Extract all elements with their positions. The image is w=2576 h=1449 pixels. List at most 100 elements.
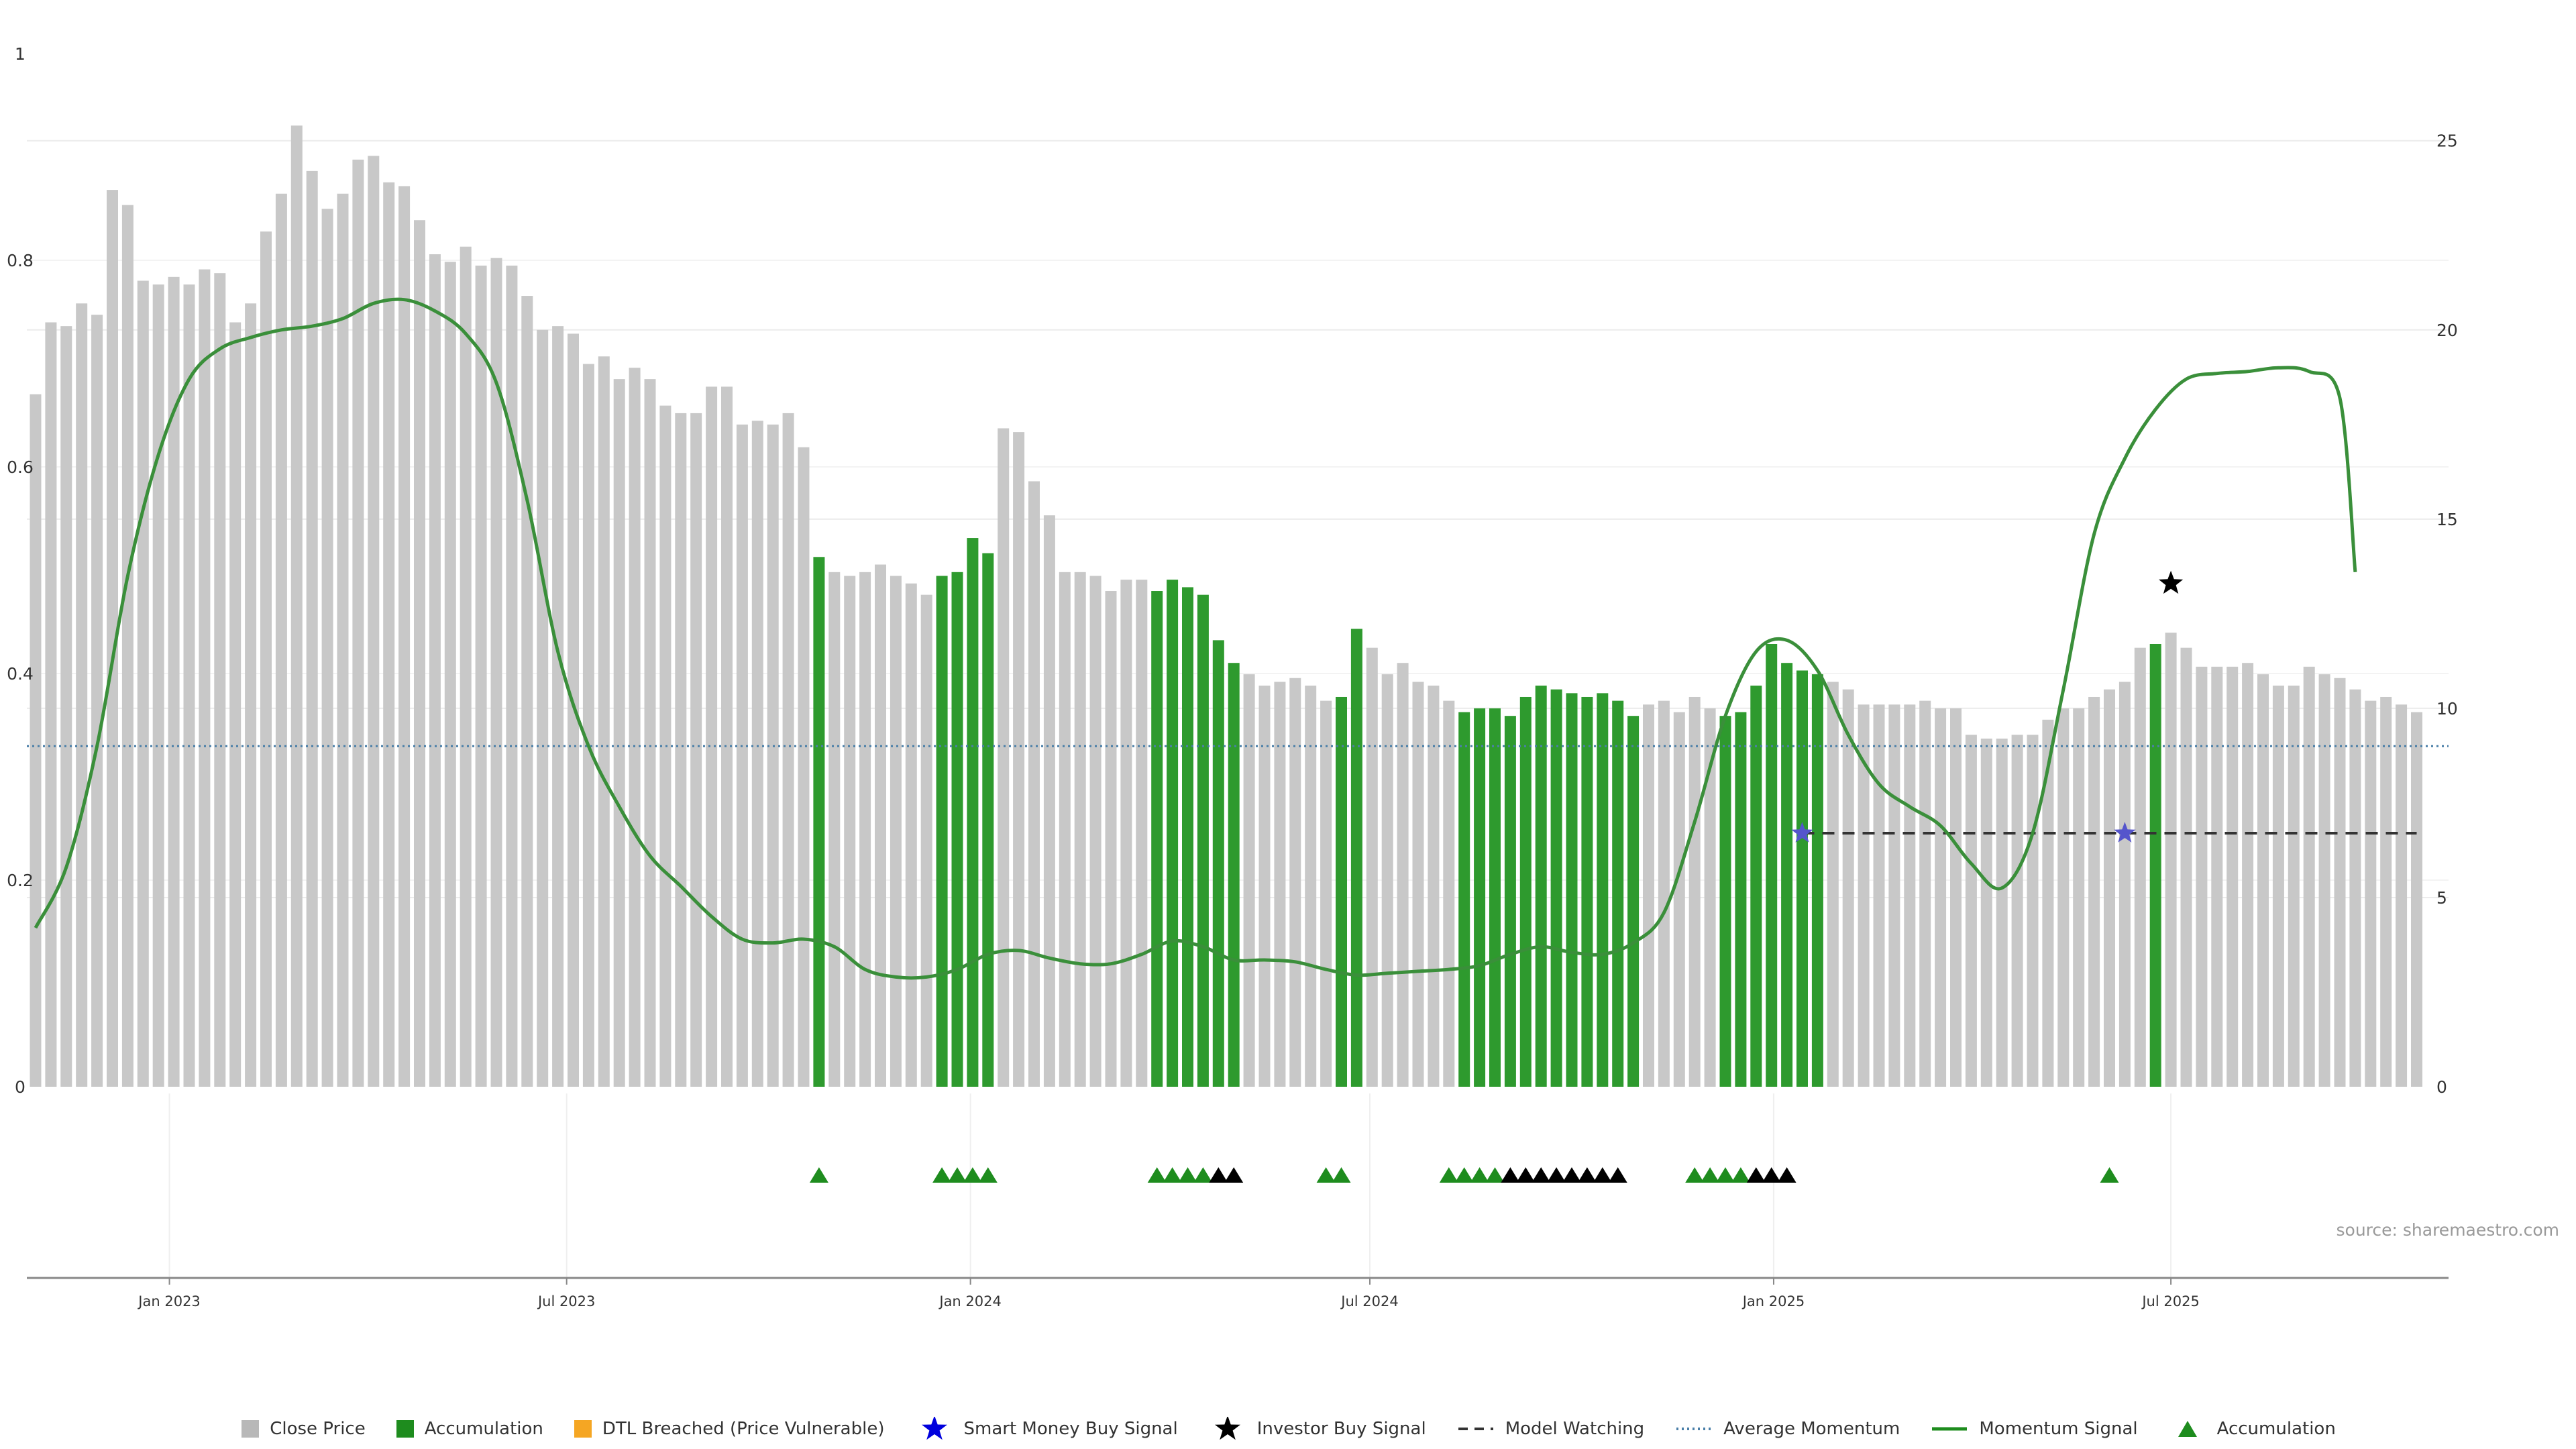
left-tick-label: 1 (15, 44, 25, 64)
close-price-bar (1950, 708, 1962, 1087)
close-price-bar (337, 193, 349, 1087)
right-tick-label: 15 (2436, 510, 2458, 529)
accumulation-triangle (1470, 1167, 1489, 1183)
triangle-legend-icon (2178, 1421, 2197, 1437)
legend-swatch (574, 1420, 592, 1438)
close-price-bar (306, 170, 318, 1087)
dot-legend-icon (1676, 1428, 1712, 1430)
line-legend-icon (1932, 1427, 1968, 1431)
accumulation-bar (1474, 708, 1486, 1087)
close-price-bar (644, 379, 656, 1087)
signal-triangle (1532, 1167, 1551, 1183)
close-price-bar (1858, 704, 1870, 1087)
signal-triangle (1547, 1167, 1566, 1183)
accumulation-triangles (809, 1167, 2119, 1183)
close-price-bar (1443, 700, 1455, 1087)
close-price-bar (1013, 432, 1025, 1087)
close-price-bar (1919, 700, 1931, 1087)
close-price-bar (352, 159, 364, 1087)
close-price-bar (675, 413, 687, 1087)
accumulation-triangle (809, 1167, 828, 1183)
close-price-bar (736, 424, 748, 1087)
close-price-bar (1028, 481, 1040, 1087)
momentum-lines (27, 297, 2449, 980)
accumulation-bar (1735, 712, 1747, 1087)
close-price-bar (429, 254, 441, 1087)
close-price-bar (168, 276, 180, 1087)
left-tick-label: 0.4 (7, 664, 34, 684)
close-price-bar (45, 322, 57, 1087)
close-price-bar (2042, 719, 2054, 1087)
close-price-bar (2226, 666, 2239, 1087)
signal-triangle (1746, 1167, 1766, 1183)
close-price-bar (414, 220, 425, 1087)
accumulation-bar (1550, 689, 1562, 1087)
accumulation-bar (1535, 686, 1547, 1087)
legend-item: Accumulation (2167, 1417, 2336, 1441)
signal-triangle (1608, 1167, 1627, 1183)
close-price-bar (398, 186, 411, 1087)
x-tick-label: Jul 2023 (537, 1293, 595, 1309)
close-price-bar (1043, 515, 1055, 1087)
accumulation-bar (936, 576, 948, 1087)
axes: Jan 2023 Jul 2023 Jan 2024 Jul 2024 Jan 2025… (7, 44, 2458, 1309)
close-price-bar (2118, 682, 2131, 1087)
chart: Jan 2023 Jul 2023 Jan 2024 Jul 2024 Jan 2025… (7, 44, 2560, 1309)
accumulation-bar (1612, 700, 1624, 1087)
close-price-bar (920, 594, 932, 1087)
close-price-bar (1996, 739, 2008, 1087)
close-price-bar (2365, 700, 2377, 1087)
close-price-bar (1658, 700, 1670, 1087)
left-tick-label: 0.6 (7, 458, 34, 477)
close-price-bar (2334, 678, 2346, 1087)
legend-star (921, 1417, 947, 1440)
legend-label: DTL Breached (Price Vulnerable) (602, 1419, 885, 1439)
right-tick-label: 20 (2436, 321, 2458, 340)
close-price-bar (383, 182, 395, 1087)
close-price-bar (321, 209, 333, 1087)
accumulation-triangle (1163, 1167, 1182, 1183)
close-price-bar (506, 265, 518, 1087)
accumulation-triangle (1454, 1167, 1474, 1183)
right-tick-label: 10 (2436, 699, 2458, 718)
close-price-bar (1643, 704, 1654, 1087)
legend-triangle (2178, 1421, 2197, 1437)
close-price-bar (1089, 576, 1102, 1087)
close-price-bar (537, 329, 549, 1087)
close-price-bar (859, 572, 871, 1087)
accumulation-bar (1504, 716, 1516, 1087)
close-price-bar (368, 156, 380, 1087)
close-price-bar (460, 246, 472, 1087)
square-legend-icon (574, 1420, 592, 1438)
signal-triangle (1516, 1167, 1536, 1183)
legend-label: Model Watching (1505, 1419, 1645, 1439)
source-label: source: sharemaestro.com (2337, 1220, 2560, 1240)
legend-item: Accumulation (395, 1417, 543, 1441)
accumulation-triangle (1332, 1167, 1351, 1183)
signal-triangle (1762, 1167, 1781, 1183)
accumulation-triangle (1147, 1167, 1167, 1183)
legend-label: Smart Money Buy Signal (963, 1419, 1178, 1439)
legend-star (1214, 1417, 1240, 1440)
close-price-bar (659, 405, 672, 1087)
accumulation-bar (1228, 663, 1240, 1087)
close-price-bar (2318, 674, 2330, 1087)
legend-swatch (396, 1420, 414, 1438)
accumulation-bar (1167, 580, 1179, 1087)
accumulation-bar (1719, 716, 1731, 1087)
close-price-bar (1059, 572, 1071, 1087)
legend-item: Model Watching (1456, 1417, 1644, 1441)
close-price-bar (1842, 689, 1854, 1087)
signal-triangle (1593, 1167, 1612, 1183)
close-price-bar (183, 284, 195, 1087)
close-price-bar (214, 273, 226, 1087)
close-price-bar (152, 284, 164, 1087)
close-price-bar (2196, 666, 2208, 1087)
legend-item: Smart Money Buy Signal (914, 1417, 1178, 1441)
x-tick-label: Jul 2024 (1340, 1293, 1398, 1309)
close-price-bar (2011, 735, 2023, 1087)
right-tick-label: 0 (2436, 1077, 2447, 1097)
signal-triangle (1209, 1167, 1228, 1183)
close-price-bar (767, 424, 779, 1087)
signal-triangle (1777, 1167, 1796, 1183)
